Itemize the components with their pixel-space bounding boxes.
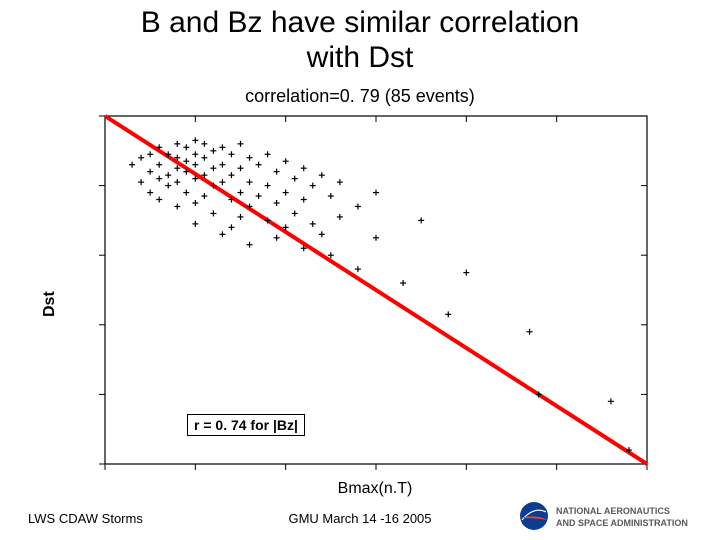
x-tick-label: 50 xyxy=(549,471,565,472)
chart-svg: 01020304050600-100-200-300-400-500 xyxy=(95,112,655,472)
annotation-box: r = 0. 74 for |Bz| xyxy=(187,414,305,436)
logo-text-line2: AND SPACE ADMINISTRATION xyxy=(556,518,688,528)
logo-text-line1: NATIONAL AERONAUTICS xyxy=(556,506,670,516)
x-tick-label: 0 xyxy=(101,471,109,472)
title-line2: with Dst xyxy=(307,41,414,74)
y-axis-label: Dst xyxy=(41,291,59,317)
scatter-chart: 01020304050600-100-200-300-400-500 Dst B… xyxy=(95,112,655,472)
x-axis-label: Bmax(n.T) xyxy=(95,480,655,498)
x-tick-label: 20 xyxy=(278,471,294,472)
x-tick-label: 10 xyxy=(188,471,204,472)
x-tick-label: 60 xyxy=(639,471,655,472)
annotation-text: r = 0. 74 for |Bz| xyxy=(194,417,298,433)
nasa-logo: NATIONAL AERONAUTICS AND SPACE ADMINISTR… xyxy=(518,500,698,532)
nasa-meatball-icon xyxy=(520,502,548,530)
title-line1: B and Bz have similar correlation xyxy=(141,6,580,39)
nasa-logo-svg: NATIONAL AERONAUTICS AND SPACE ADMINISTR… xyxy=(518,500,698,532)
chart-subtitle: correlation=0. 79 (85 events) xyxy=(0,86,720,107)
x-tick-label: 40 xyxy=(459,471,475,472)
x-tick-label: 30 xyxy=(368,471,384,472)
slide-title: B and Bz have similar correlation with D… xyxy=(0,6,720,75)
